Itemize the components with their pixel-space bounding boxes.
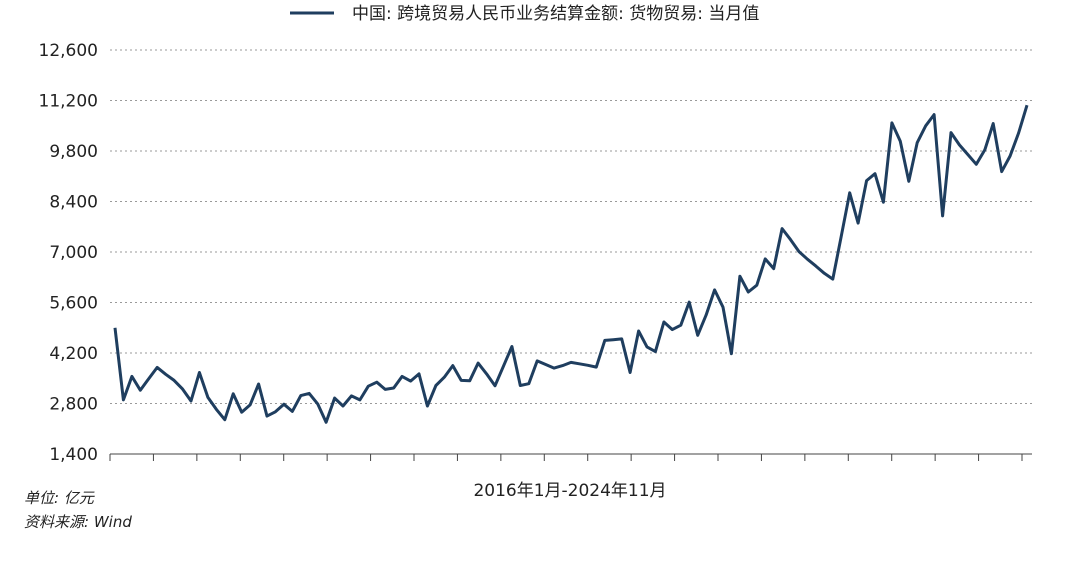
- grid-lines: [110, 49, 1032, 404]
- legend-label: 中国: 跨境贸易人民币业务结算金额: 货物贸易: 当月值: [352, 4, 759, 24]
- y-tick-label: 11,200: [39, 92, 98, 112]
- y-tick-label: 1,400: [49, 445, 98, 465]
- y-tick-label: 9,800: [49, 142, 98, 162]
- y-tick-label: 5,600: [49, 294, 98, 314]
- source-note: 资料来源: Wind: [24, 513, 132, 531]
- x-axis-tick-marks: [109, 454, 1023, 461]
- y-tick-label: 4,200: [49, 344, 98, 364]
- y-axis-ticks: 1,400 2,800 4,200 5,600 7,000 8,400 9,800 11,20…: [39, 41, 98, 465]
- x-axis-label: 2016年1月-2024年11月: [473, 481, 666, 501]
- y-tick-label: 7,000: [49, 243, 98, 263]
- legend: 中国: 跨境贸易人民币业务结算金额: 货物贸易: 当月值: [290, 4, 759, 24]
- y-tick-label: 2,800: [49, 395, 98, 415]
- y-tick-label: 8,400: [49, 193, 98, 213]
- unit-note: 单位: 亿元: [24, 489, 94, 507]
- series-line: [113, 104, 1029, 424]
- y-tick-label: 12,600: [39, 41, 98, 61]
